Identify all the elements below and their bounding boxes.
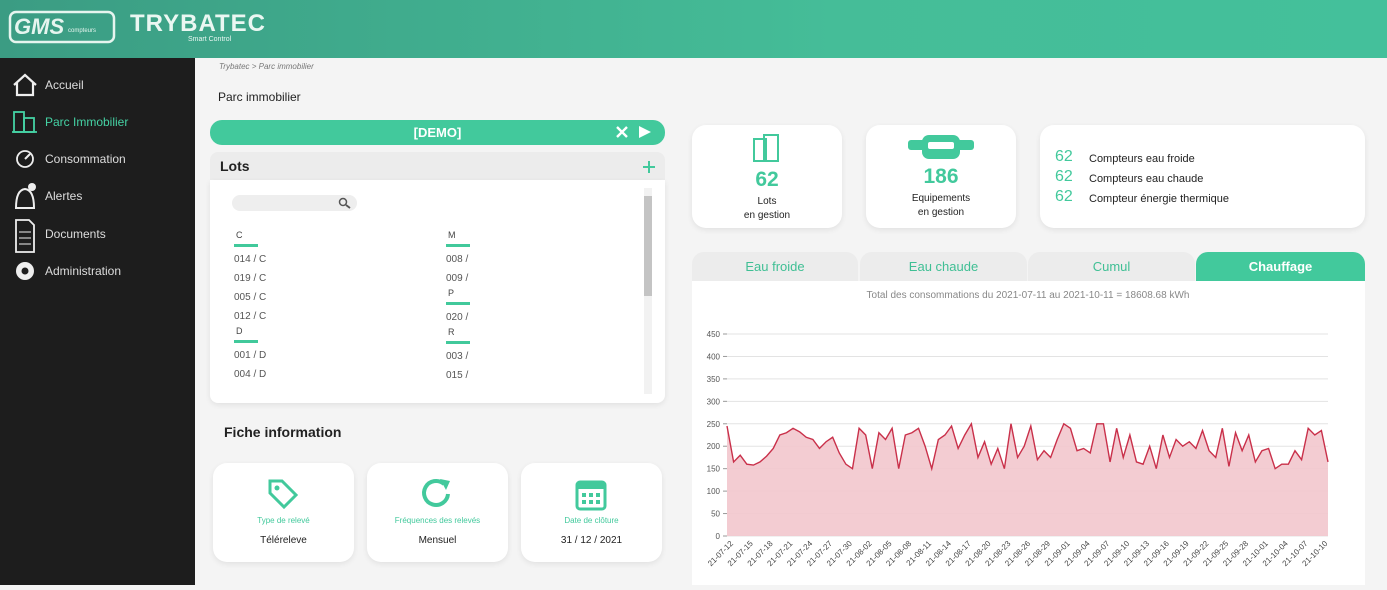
lot-group: D (236, 326, 243, 336)
y-tick-label: 50 (711, 510, 720, 519)
search-icon (338, 197, 351, 209)
info-value: Mensuel (418, 535, 457, 546)
y-tick-label: 400 (707, 352, 721, 361)
lot-item[interactable]: 020 / (446, 312, 469, 323)
site-controls[interactable] (615, 125, 660, 141)
lots-header: Lots (210, 152, 665, 180)
nav-item[interactable]: Administration (45, 264, 122, 278)
lot-group: P (448, 288, 455, 298)
lot-item[interactable]: 009 / (446, 273, 469, 284)
y-tick-label: 200 (707, 442, 721, 451)
meter-count: 62 (1055, 168, 1073, 185)
add-button[interactable] (642, 160, 656, 174)
sidebar: Accueil Parc Immobilier Consommation Ale… (0, 58, 195, 585)
line (726, 421, 1329, 472)
y-tick-label: 250 (707, 420, 721, 429)
stat-label: Equipements (911, 193, 971, 204)
meter-label: Compteurs eau chaude (1089, 173, 1204, 185)
lot-item[interactable]: 005 / C (234, 292, 267, 303)
lot-group: C (236, 230, 243, 240)
area (727, 423, 1328, 536)
y-tick-label: 300 (707, 397, 721, 406)
header: GMS compteurs TRYBATEC Smart Control (0, 0, 1387, 58)
lot-group-bar (446, 341, 470, 344)
y-tick-label: 450 (707, 330, 721, 339)
lot-item[interactable]: 012 / C (234, 311, 267, 322)
search-box[interactable] (232, 195, 357, 211)
lot-item[interactable]: 019 / C (234, 273, 267, 284)
equipment-icon (908, 135, 974, 159)
chart-panel: Total des consommations du 2021-07-11 au… (692, 281, 1365, 585)
scrollbar[interactable] (644, 188, 652, 394)
lot-item[interactable]: 008 / (446, 254, 469, 265)
tab[interactable]: Chauffage (1196, 252, 1365, 281)
lots-panel: C 014 / C 019 / C 005 / C 012 / C D 001 / D 004… (210, 180, 665, 403)
lot-item[interactable]: 003 / (446, 351, 469, 362)
info-card: Type de relevé Téléreleve (213, 463, 354, 562)
tab[interactable]: Eau chaude (860, 252, 1027, 281)
stat-value: 62 (755, 168, 779, 191)
info-card: Date de clôture 31 / 12 / 2021 (521, 463, 662, 562)
lots-title: Lots (220, 158, 250, 174)
lot-group: R (448, 327, 455, 337)
meters-card: 62 Compteurs eau froide 62 Compteurs eau ch… (1040, 125, 1365, 228)
lot-item[interactable]: 004 / D (234, 369, 267, 380)
brand: TRYBATEC (130, 10, 266, 37)
lot-item[interactable]: 001 / D (234, 350, 267, 361)
meter-count: 62 (1055, 148, 1073, 165)
info-card: Fréquences des relevés Mensuel (367, 463, 508, 562)
stat-label: Lots (757, 196, 777, 207)
nav-item[interactable]: Documents (45, 227, 106, 241)
stat-card: 62 Lots en gestion (692, 125, 842, 228)
y-tick-label: 350 (707, 375, 721, 384)
stat-value: 186 (923, 165, 959, 188)
info-label: Date de clôture (564, 516, 619, 525)
chart: Total des consommations du 2021-07-11 au… (706, 290, 1330, 568)
y-tick-label: 0 (716, 532, 721, 541)
lot-group-bar (446, 244, 470, 247)
logo: GMS compteurs (8, 10, 116, 44)
chart-title: Total des consommations du 2021-07-11 au… (867, 290, 1190, 301)
nav-item[interactable]: Accueil (45, 78, 84, 92)
tab[interactable]: Cumul (1028, 252, 1195, 281)
stat-card: 186 Equipements en gestion (866, 125, 1016, 228)
stat-label: en gestion (743, 210, 791, 221)
lot-group: M (448, 230, 456, 240)
logo-sub: compteurs (68, 28, 96, 34)
nav-item[interactable]: Alertes (45, 189, 83, 203)
meter-label: Compteurs eau froide (1089, 153, 1195, 165)
nav-item[interactable]: Parc Immobilier (45, 115, 129, 129)
info-icon (575, 480, 607, 511)
tab[interactable]: Eau froide (692, 252, 858, 281)
info-label: Fréquences des relevés (394, 516, 481, 525)
meter-count: 62 (1055, 188, 1073, 205)
y-tick-label: 150 (707, 465, 721, 474)
lot-group-bar (234, 244, 258, 247)
info-label: Type de relevé (257, 516, 310, 525)
lot-group-bar (234, 340, 258, 343)
lot-item[interactable]: 014 / C (234, 254, 267, 265)
site-bar[interactable]: [DEMO] (210, 120, 665, 145)
lot-item[interactable]: 015 / (446, 370, 469, 381)
page-title: Parc immobilier (218, 90, 301, 104)
info-icon (422, 478, 450, 507)
nav-icons (12, 73, 37, 280)
logo-text: GMS (14, 14, 64, 39)
nav-item[interactable]: Consommation (45, 152, 126, 166)
breadcrumb[interactable]: Trybatec > Parc immobilier (219, 62, 314, 71)
site-label: [DEMO] (413, 125, 462, 140)
info-value: 31 / 12 / 2021 (560, 535, 623, 546)
stat-label: en gestion (917, 207, 965, 218)
lots-icon (753, 134, 779, 162)
lot-group-bar (446, 302, 470, 305)
y-tick-label: 100 (707, 487, 721, 496)
info-value: Téléreleve (260, 535, 307, 546)
tagline: Smart Control (188, 36, 232, 43)
meter-label: Compteur énergie thermique (1089, 193, 1230, 205)
info-icon (268, 479, 299, 510)
fiche-title: Fiche information (224, 424, 342, 440)
